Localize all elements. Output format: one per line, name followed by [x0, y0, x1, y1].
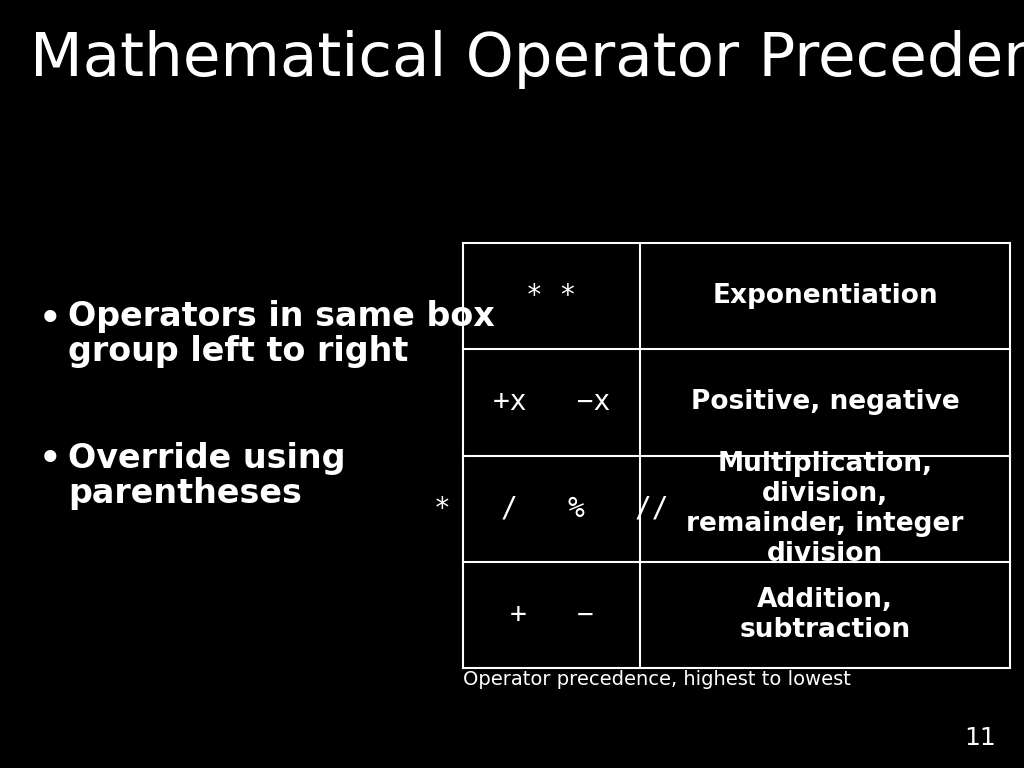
Text: * *: * *: [526, 282, 577, 310]
Text: Operators in same box: Operators in same box: [68, 300, 495, 333]
Text: Mathematical Operator Precedence: Mathematical Operator Precedence: [30, 30, 1024, 89]
Text: parentheses: parentheses: [68, 477, 302, 510]
Text: +x   −x: +x −x: [493, 389, 610, 416]
Text: Operator precedence, highest to lowest: Operator precedence, highest to lowest: [463, 670, 851, 689]
Text: •: •: [38, 439, 62, 481]
Text: Multiplication,
division,
remainder, integer
division: Multiplication, division, remainder, int…: [686, 451, 964, 567]
Text: group left to right: group left to right: [68, 335, 409, 368]
Text: 11: 11: [965, 726, 996, 750]
Text: Addition,
subtraction: Addition, subtraction: [739, 587, 910, 643]
Text: •: •: [38, 299, 62, 341]
Text: Exponentiation: Exponentiation: [712, 283, 938, 310]
Text: Positive, negative: Positive, negative: [690, 389, 959, 415]
Text: Override using: Override using: [68, 442, 345, 475]
Text: +   −: + −: [510, 601, 593, 629]
Text: *   /   %   //: * / % //: [434, 495, 669, 523]
